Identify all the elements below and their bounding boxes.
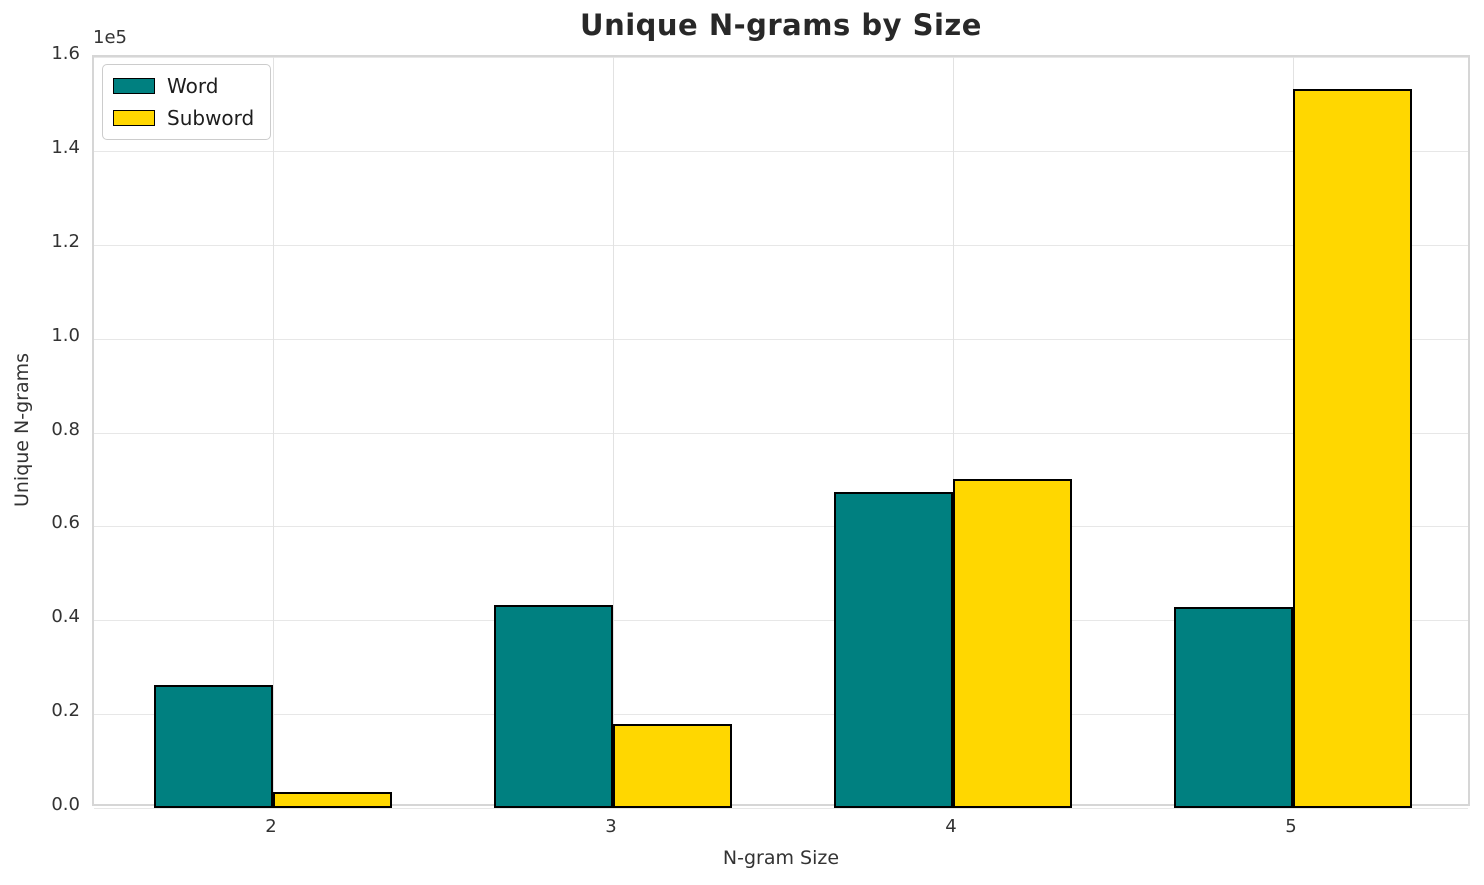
y-tick-label: 1.6 <box>51 43 80 64</box>
legend-item-word: Word <box>113 74 254 98</box>
x-tick-label: 4 <box>945 816 957 837</box>
y-tick-label: 0.8 <box>51 419 80 440</box>
y-tick-label: 1.0 <box>51 325 80 346</box>
y-gridline <box>94 526 1468 527</box>
legend-label: Word <box>167 74 219 98</box>
y-gridline <box>94 433 1468 434</box>
y-tick-label: 0.2 <box>51 700 80 721</box>
y-gridline <box>94 245 1468 246</box>
y-gridline <box>94 620 1468 621</box>
legend-swatch-icon <box>113 110 155 126</box>
y-tick-label: 1.2 <box>51 231 80 252</box>
y-axis-offset-label: 1e5 <box>93 27 127 48</box>
bar-word-4 <box>834 492 953 808</box>
y-tick-label: 0.4 <box>51 606 80 627</box>
x-tick-label: 5 <box>1285 816 1297 837</box>
y-gridline <box>94 339 1468 340</box>
y-tick-label: 0.0 <box>51 794 80 815</box>
y-tick-label: 0.6 <box>51 512 80 533</box>
x-tick-label: 2 <box>265 816 277 837</box>
bar-subword-3 <box>613 724 732 808</box>
bar-subword-2 <box>273 792 392 808</box>
bar-word-5 <box>1174 607 1293 808</box>
y-gridline <box>94 151 1468 152</box>
y-gridline <box>94 808 1468 809</box>
x-gridline <box>613 57 614 804</box>
legend-item-subword: Subword <box>113 106 254 130</box>
x-gridline <box>273 57 274 804</box>
x-tick-label: 3 <box>605 816 617 837</box>
bar-word-2 <box>154 685 273 808</box>
bar-word-3 <box>494 605 613 808</box>
legend-label: Subword <box>167 106 255 130</box>
x-gridline <box>953 57 954 804</box>
y-gridline <box>94 57 1468 58</box>
x-axis-title: N-gram Size <box>722 847 840 869</box>
legend: Word Subword <box>102 64 272 140</box>
bar-subword-5 <box>1293 89 1412 808</box>
y-gridline <box>94 714 1468 715</box>
bar-subword-4 <box>953 479 1072 808</box>
chart-title: Unique N-grams by Size <box>580 8 982 42</box>
y-tick-label: 1.4 <box>51 137 80 158</box>
legend-swatch-icon <box>113 78 155 94</box>
plot-area: Word Subword <box>92 55 1470 809</box>
